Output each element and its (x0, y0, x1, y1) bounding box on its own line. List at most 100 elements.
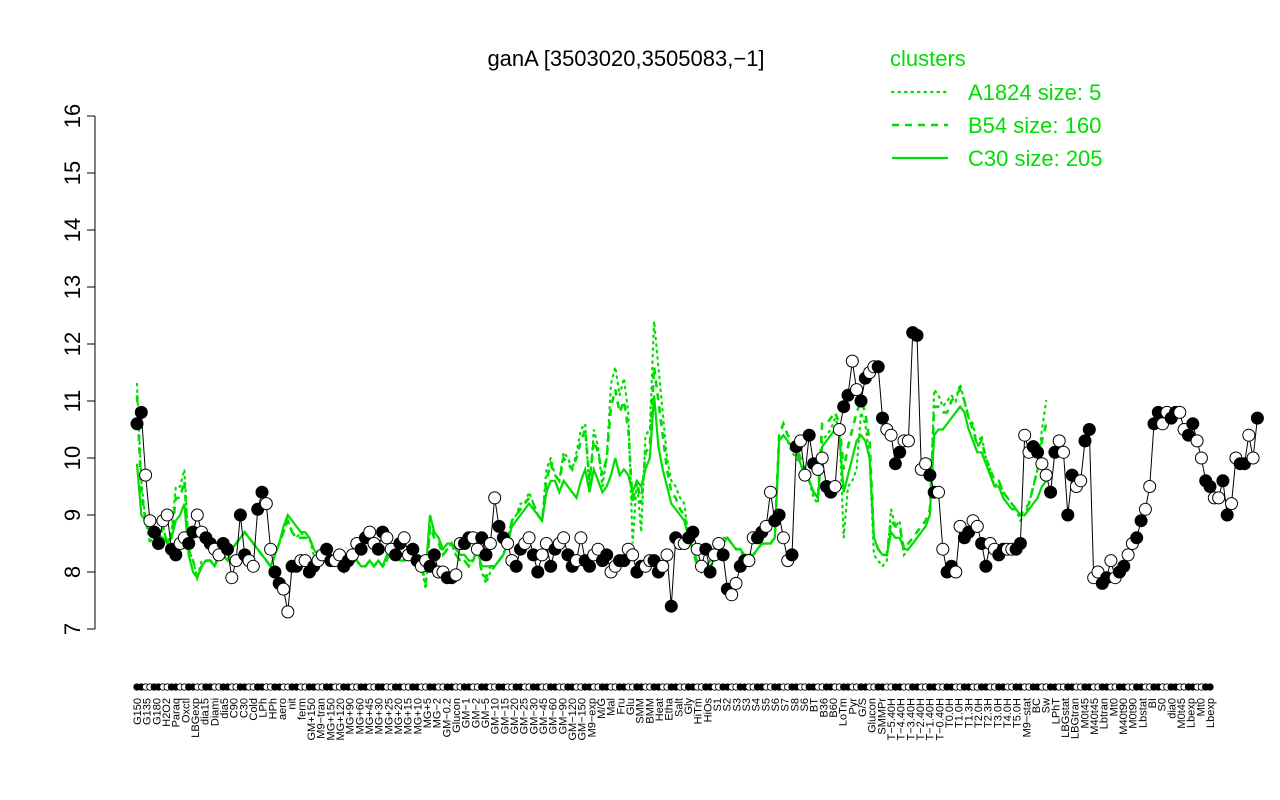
x-tick-label: LBGstat (1060, 698, 1072, 738)
x-tick-label: Lbstat (1137, 698, 1149, 728)
x-tick-label: SMMPr (876, 698, 888, 735)
gene-point (785, 548, 799, 562)
gene-point (970, 519, 984, 533)
x-tick-label: LPh (258, 698, 270, 718)
gene-point (1121, 548, 1135, 562)
x-tick-label: G150 (132, 698, 144, 725)
x-tick-label: S6 (770, 698, 782, 711)
gene-point (406, 542, 420, 556)
gene-point (660, 548, 674, 562)
x-tick-label: S3 (731, 698, 743, 711)
x-tick-label: G135 (142, 698, 154, 725)
y-tick-label: 9 (60, 509, 85, 521)
gene-point (1203, 480, 1217, 493)
x-tick-label: Salt (673, 698, 685, 717)
gene-point (828, 480, 842, 493)
gene-point (277, 582, 290, 596)
y-tick-label: 15 (60, 161, 85, 185)
x-tick-label: GM−150 (577, 698, 589, 741)
x-tick-label: Glu (625, 698, 637, 715)
x-tick-label: GM−60 (548, 698, 560, 734)
x-tick-label: SMM (635, 698, 647, 724)
gene-point (910, 328, 924, 342)
gene-point (1186, 417, 1200, 431)
gene-point (626, 548, 640, 562)
x-axis: G150G135G180H2O2ParaqOxctlLBGexpdia15Dia… (132, 683, 1217, 741)
x-tick-label: Pyr (847, 698, 859, 715)
x-tick-label: B36 (818, 698, 830, 718)
x-tick-label: GM−45 (538, 698, 550, 734)
x-tick-label: G/S (857, 698, 869, 717)
x-tick-label: S1 (712, 698, 724, 711)
x-tick-label: M9−stat (1021, 698, 1033, 737)
gene-point (190, 508, 204, 522)
gene-point (139, 468, 153, 482)
gene-point (259, 497, 273, 511)
gene-point (147, 525, 161, 539)
x-tick-label: M9−tran (316, 698, 328, 739)
gene-point (832, 423, 846, 436)
x-tick-label: GM−5 (480, 698, 492, 728)
x-tick-label: LoTm (838, 698, 850, 726)
x-tick-label: T−2.40H (915, 698, 927, 741)
x-tick-label: S8 (789, 698, 801, 711)
gene-point (221, 542, 234, 556)
gene-point (557, 531, 571, 545)
x-tick-label: nit (287, 698, 299, 710)
gene-point (492, 519, 506, 533)
x-tick-label: T−0.40H (934, 698, 946, 741)
x-tick-label: S7 (780, 698, 792, 711)
gene-point (501, 537, 515, 550)
x-tick-label: MG+150 (325, 698, 337, 741)
x-tick-label: BMM (644, 698, 656, 724)
gene-point (130, 417, 144, 431)
x-tick-label: T−3.40H (905, 698, 917, 741)
gene-point (1044, 485, 1058, 499)
x-tick-label: T1.0H (954, 698, 966, 728)
x-tick-label: T5.0H (1012, 698, 1024, 728)
x-tick-label: S5 (760, 698, 772, 711)
gene-point (1173, 405, 1187, 419)
gene-point (160, 508, 174, 522)
gene-point (1031, 445, 1045, 459)
gene-point (264, 542, 278, 556)
gene-point (764, 485, 777, 499)
x-tick-label: MG+60 (354, 698, 366, 734)
x-tick-label: T4.0H (1002, 698, 1014, 728)
x-tick-label: Mt0 (1195, 698, 1207, 716)
gene-point (1138, 502, 1152, 516)
x-tick-label: GM−25 (519, 698, 531, 734)
gene-point (1082, 423, 1096, 436)
x-tick-label: B60 (828, 698, 840, 718)
gene-point (522, 531, 536, 545)
x-tick-label: M0t45 (1079, 698, 1091, 729)
x-tick-label: MG+90 (345, 698, 357, 734)
x-tick-label: Lbexp (1186, 698, 1198, 728)
gene-point (1246, 451, 1260, 465)
x-tick-label: MG+20 (393, 698, 405, 734)
chart-title: ganA [3503020,3505083,−1] (487, 46, 764, 71)
gene-point (488, 491, 502, 505)
gene-point (531, 565, 545, 579)
y-tick-label: 14 (60, 218, 85, 242)
gene-point (1212, 491, 1226, 505)
x-tick-label: MG+30 (374, 698, 386, 734)
x-tick-label: Mal (606, 698, 618, 716)
x-tick-label: GM+150 (306, 698, 318, 741)
legend-label: C30 size: 205 (968, 146, 1103, 171)
gene-point (152, 537, 165, 550)
x-tick-label: S0 (1157, 698, 1169, 711)
x-tick-label: Lbtran (1099, 698, 1111, 729)
y-axis: 7 8 9 10 11 12 13 14 15 16 (60, 104, 96, 635)
gene-point (354, 542, 368, 556)
gene-point (233, 508, 247, 522)
legend-label: B54 size: 160 (968, 113, 1101, 138)
gene-point (664, 599, 678, 613)
gene-point (544, 559, 558, 573)
gene-point (725, 588, 739, 602)
x-tick-label: S6 (799, 698, 811, 711)
x-tick-label: MG+25 (383, 698, 395, 734)
gene-point (1220, 508, 1234, 522)
gene-point (1104, 554, 1118, 568)
gene-point (772, 508, 786, 522)
